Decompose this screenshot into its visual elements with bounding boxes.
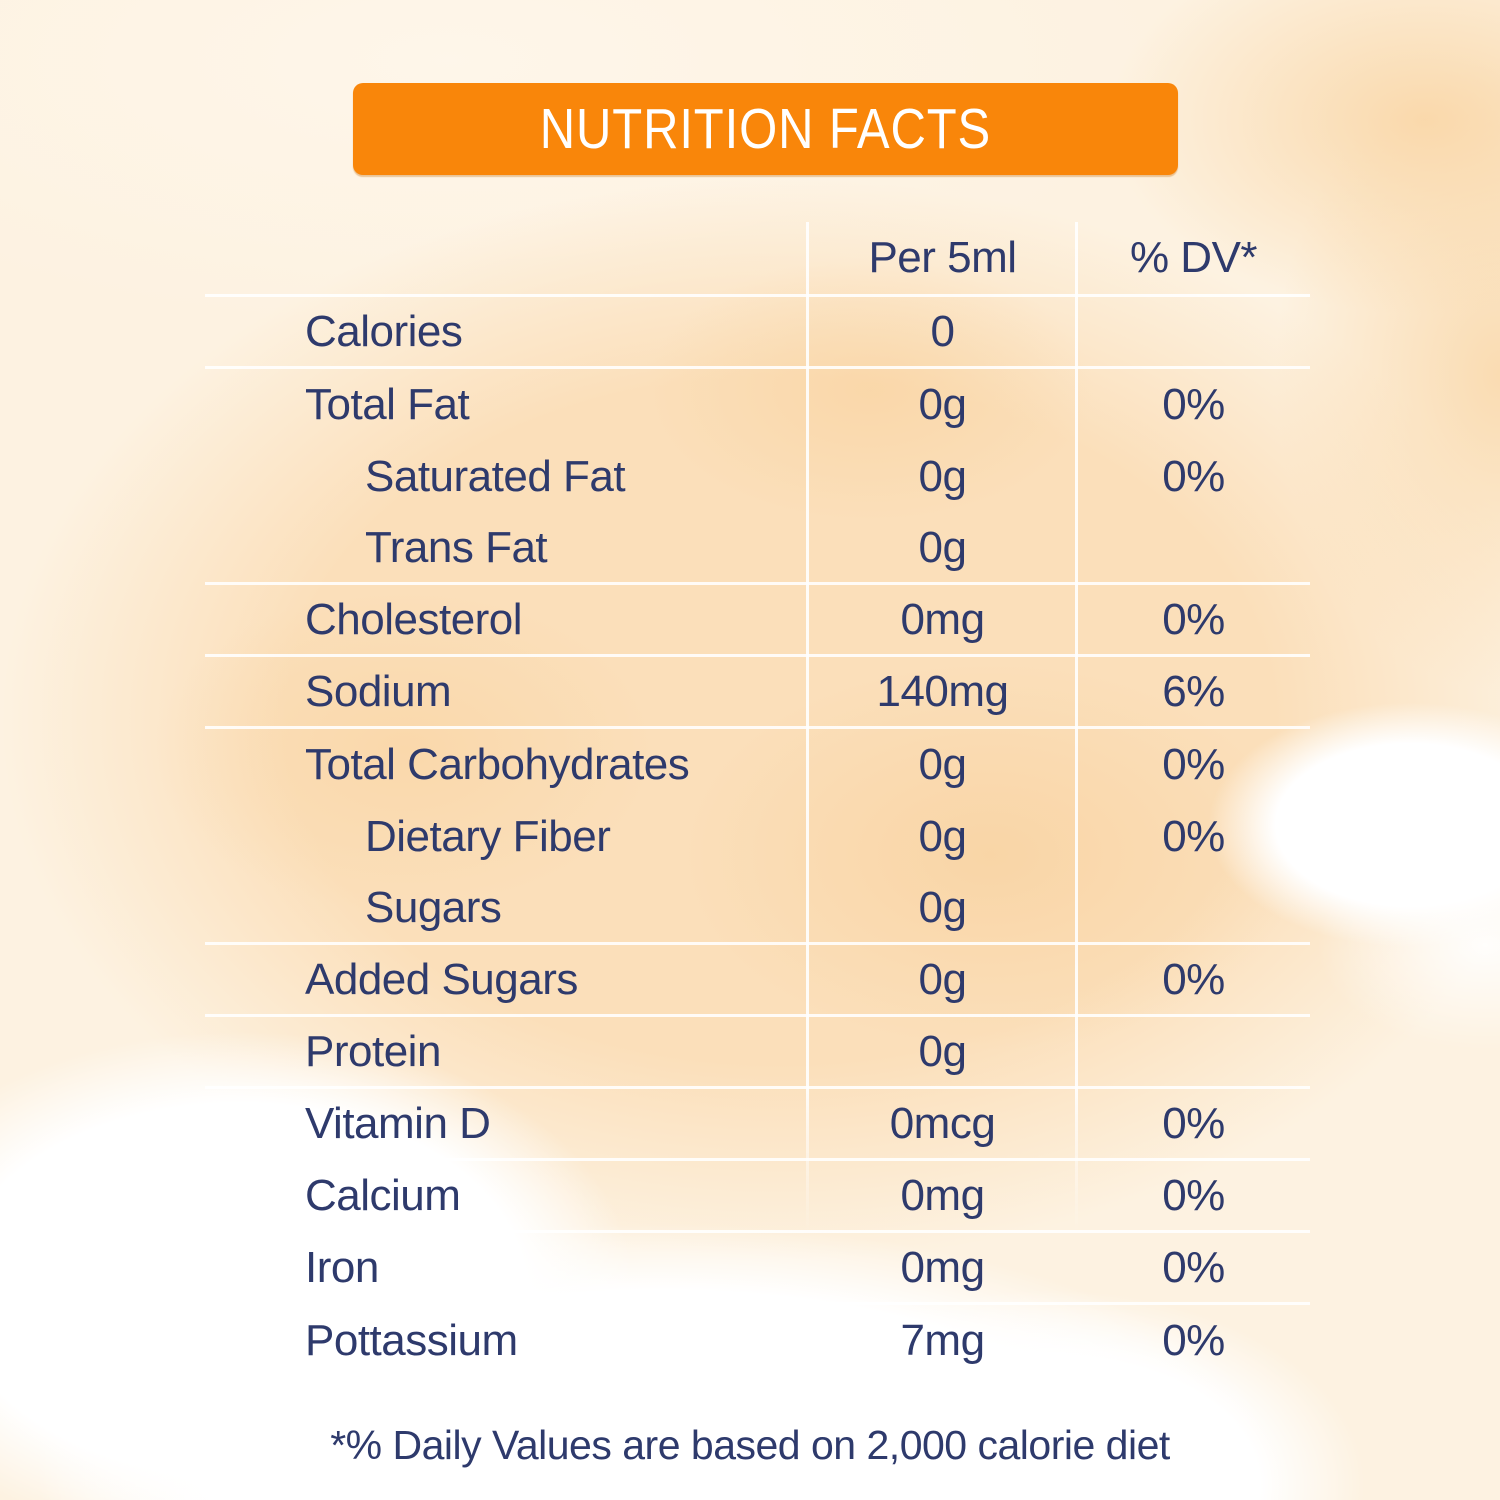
nutrition-table: Per 5ml % DV* Calories 0 Total Fat 0g 0%… [205, 222, 1310, 1377]
nutrient-amount: 0mcg [889, 1098, 996, 1148]
nutrient-label: Pottassium [305, 1316, 518, 1365]
table-row: Sugars 0g [205, 873, 1310, 945]
nutrient-amount: 0g [918, 882, 967, 932]
nutrient-amount: 0mg [900, 1242, 985, 1292]
nutrient-amount: 0g [918, 740, 967, 789]
table-row: Protein 0g [205, 1017, 1310, 1089]
nutrient-label: Sodium [305, 666, 452, 716]
nutrient-label: Protein [305, 1026, 441, 1076]
nutrient-dv: 0% [1162, 594, 1225, 644]
table-row: Added Sugars 0g 0% [205, 945, 1310, 1017]
nutrient-dv: 0% [1162, 954, 1225, 1004]
nutrient-amount: 0g [918, 380, 967, 429]
table-row: Pottassium 7mg 0% [205, 1305, 1310, 1377]
table-body: Calories 0 Total Fat 0g 0% Saturated Fat… [205, 297, 1310, 1377]
nutrient-dv: 0% [1162, 1170, 1225, 1220]
nutrient-dv: 0% [1162, 452, 1225, 501]
nutrient-amount: 7mg [900, 1316, 985, 1365]
table-header-row: Per 5ml % DV* [205, 222, 1310, 297]
nutrient-amount: 0mg [900, 594, 985, 644]
table-row: Vitamin D 0mcg 0% [205, 1089, 1310, 1161]
table-row: Total Carbohydrates 0g 0% [205, 729, 1310, 801]
daily-value-footnote: *% Daily Values are based on 2,000 calor… [330, 1422, 1170, 1468]
nutrient-amount: 0 [930, 306, 955, 356]
nutrient-dv: 0% [1162, 1316, 1225, 1365]
nutrient-amount: 0g [918, 812, 967, 861]
nutrient-dv: 0% [1162, 1242, 1225, 1292]
table-row: Calcium 0mg 0% [205, 1161, 1310, 1233]
nutrient-label: Vitamin D [305, 1098, 491, 1148]
nutrient-amount: 0mg [900, 1170, 985, 1220]
nutrient-amount: 0g [918, 522, 967, 572]
nutrient-amount: 140mg [876, 666, 1009, 716]
table-row: Iron 0mg 0% [205, 1233, 1310, 1305]
nutrient-label: Saturated Fat [365, 452, 626, 501]
column-divider-dv [1075, 222, 1078, 1232]
nutrient-label: Iron [305, 1242, 379, 1292]
column-divider-amount [806, 222, 809, 1232]
nutrient-label: Calories [305, 306, 463, 356]
page-title: NUTRITION FACTS [539, 97, 992, 161]
nutrient-label: Total Fat [305, 380, 470, 429]
nutrient-label: Cholesterol [305, 594, 523, 644]
nutrition-facts-banner: NUTRITION FACTS [353, 83, 1178, 175]
table-row: Calories 0 [205, 297, 1310, 369]
nutrient-amount: 0g [918, 1026, 967, 1076]
nutrient-dv: 6% [1162, 666, 1225, 716]
nutrient-dv: 0% [1162, 1098, 1225, 1148]
nutrient-dv: 0% [1162, 740, 1225, 789]
nutrient-label: Calcium [305, 1170, 461, 1220]
nutrient-label: Trans Fat [365, 522, 548, 572]
nutrient-amount: 0g [918, 452, 967, 501]
nutrient-label: Dietary Fiber [365, 812, 611, 861]
table-row: Cholesterol 0mg 0% [205, 585, 1310, 657]
nutrient-amount: 0g [918, 954, 967, 1004]
table-row: Sodium 140mg 6% [205, 657, 1310, 729]
column-header-dv: % DV* [1129, 233, 1258, 282]
column-header-amount: Per 5ml [868, 233, 1017, 282]
nutrient-dv: 0% [1162, 812, 1225, 861]
nutrient-label: Total Carbohydrates [305, 740, 690, 789]
table-row: Trans Fat 0g [205, 513, 1310, 585]
table-row: Saturated Fat 0g 0% [205, 441, 1310, 513]
nutrient-label: Added Sugars [305, 954, 578, 1004]
table-row: Total Fat 0g 0% [205, 369, 1310, 441]
nutrient-dv: 0% [1162, 380, 1225, 429]
nutrient-label: Sugars [365, 882, 502, 932]
table-row: Dietary Fiber 0g 0% [205, 801, 1310, 873]
